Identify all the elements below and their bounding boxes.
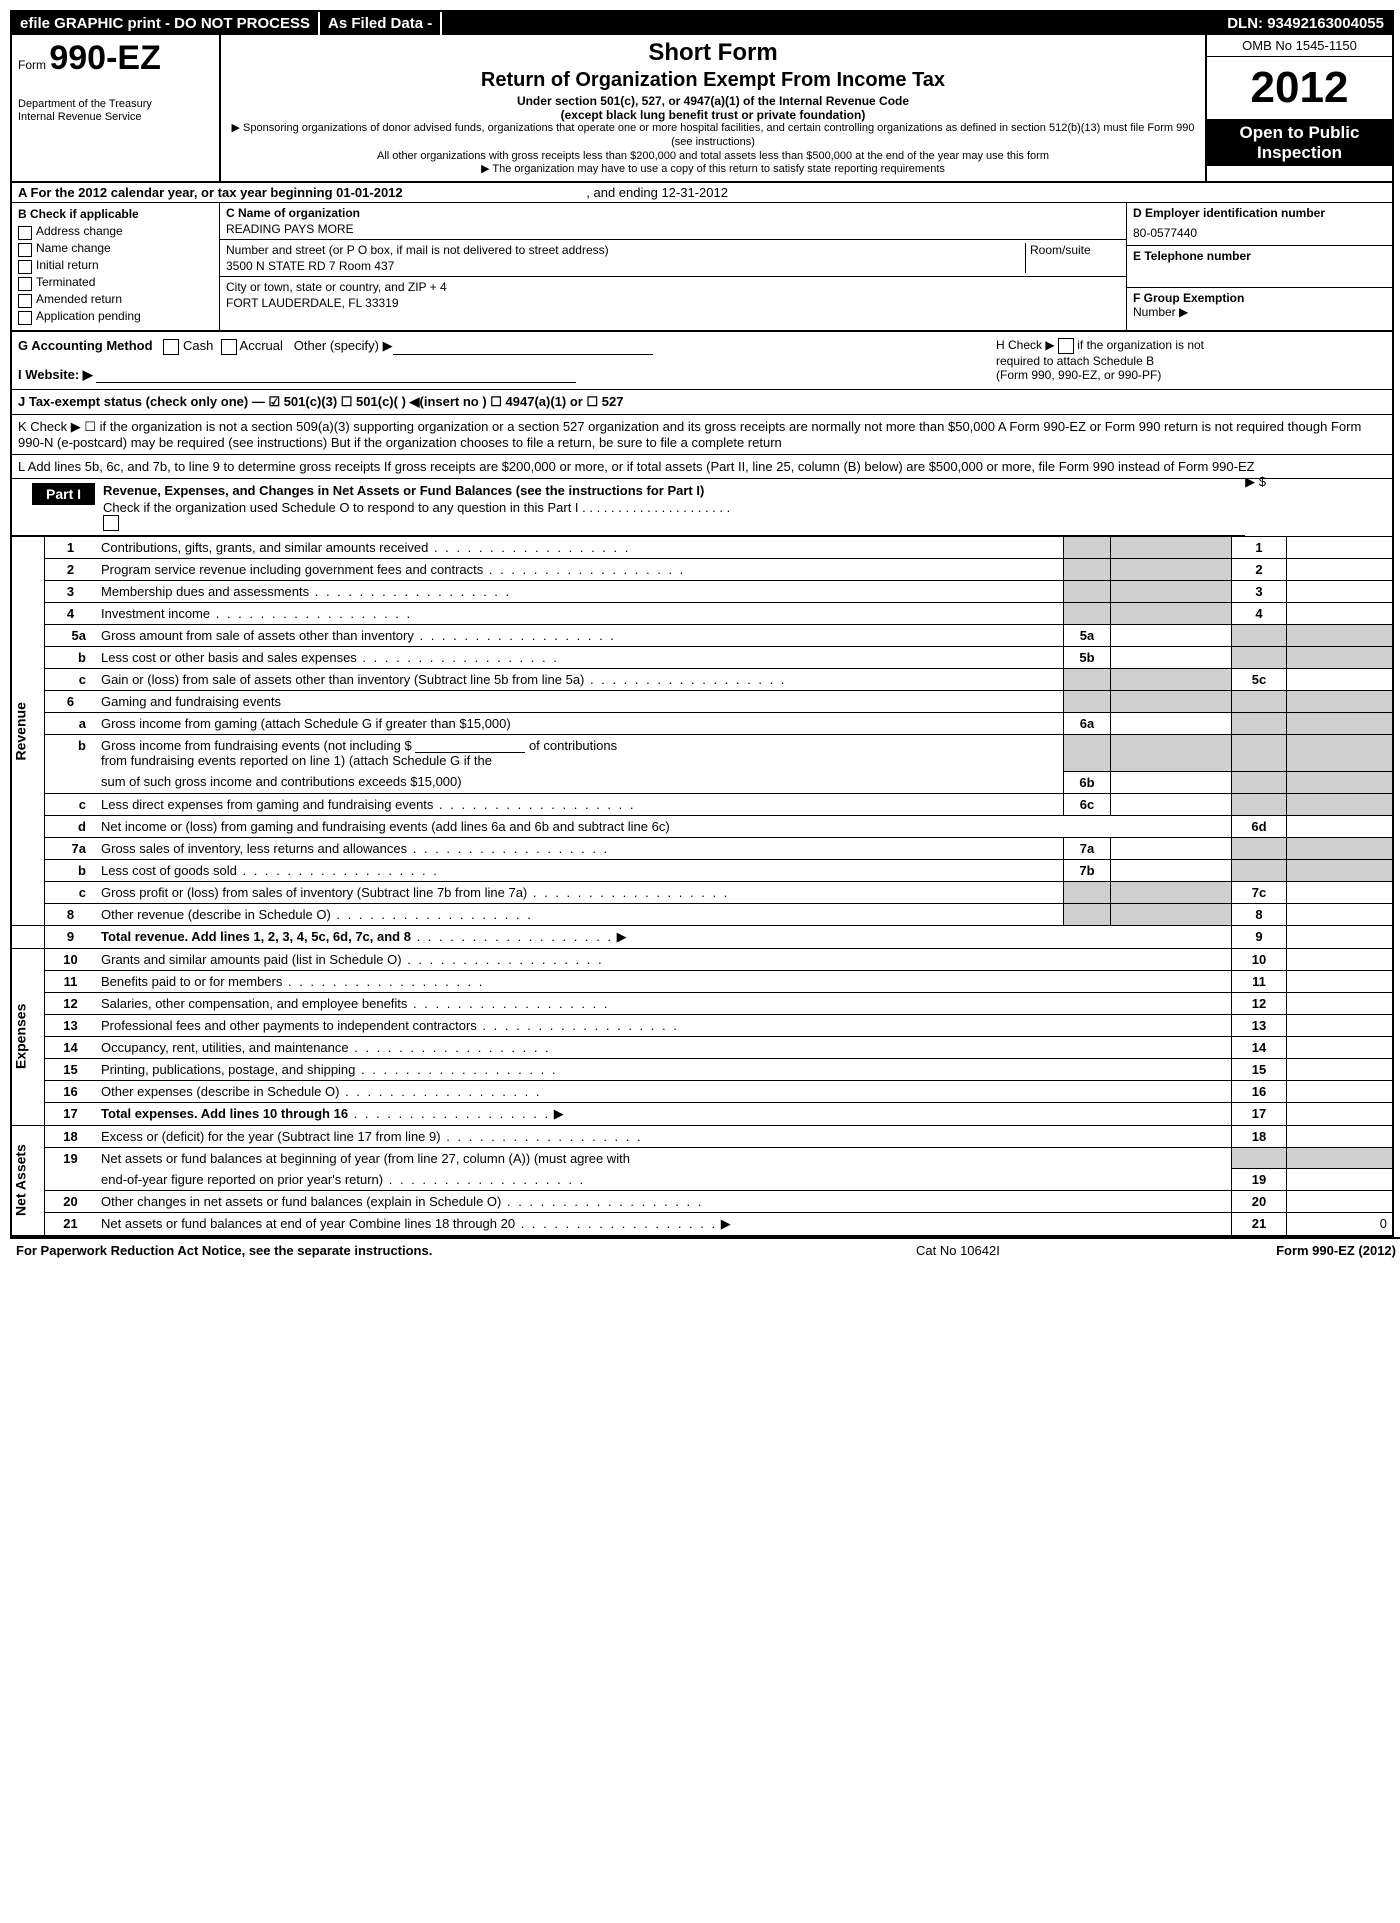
form-header: Form 990-EZ Department of the Treasury I… [12,35,1392,183]
efile-notice: efile GRAPHIC print - DO NOT PROCESS [12,12,320,35]
form-number: 990-EZ [49,39,161,77]
copy-note: ▶ The organization may have to use a cop… [231,163,1195,177]
dept-irs: Internal Revenue Service [18,111,213,124]
paperwork-notice: For Paperwork Reduction Act Notice, see … [16,1243,916,1258]
part-i-tag: Part I [32,483,95,505]
check-schedule-o-part1[interactable] [103,515,119,531]
section-b-c-d: B Check if applicable Address change Nam… [12,203,1392,332]
short-form: Short Form [231,39,1195,67]
row-a-tax-year: A For the 2012 calendar year, or tax yea… [12,183,1392,203]
expenses-label: Expenses [12,948,45,1125]
col-d-e-f: D Employer identification number 80-0577… [1126,203,1392,330]
check-cash[interactable] [163,339,179,355]
org-name: READING PAYS MORE [226,222,1120,236]
all-other-note: All other organizations with gross recei… [231,150,1195,164]
tax-year: 2012 [1207,57,1392,119]
dln: DLN: 93492163004055 [1219,12,1392,35]
check-name-change[interactable] [18,243,32,257]
title: Return of Organization Exempt From Incom… [231,69,1195,92]
form-footer: For Paperwork Reduction Act Notice, see … [10,1237,1400,1262]
form-ref: Form 990-EZ (2012) [1196,1243,1396,1258]
col-c-org-info: C Name of organization READING PAYS MORE… [220,203,1126,330]
form-990ez: efile GRAPHIC print - DO NOT PROCESS As … [10,10,1394,1237]
under-section: Under section 501(c), 527, or 4947(a)(1)… [231,94,1195,108]
row-k: K Check ▶ ☐ if the organization is not a… [12,415,1392,455]
line21-amount: 0 [1287,1213,1393,1236]
lines-table: Revenue 1 Contributions, gifts, grants, … [12,536,1392,1235]
check-application-pending[interactable] [18,311,32,325]
except: (except black lung benefit trust or priv… [231,108,1195,122]
org-address: 3500 N STATE RD 7 Room 437 [226,259,1025,273]
netassets-label: Net Assets [12,1125,45,1235]
as-filed: As Filed Data - [320,12,442,35]
col-b-checkboxes: B Check if applicable Address change Nam… [12,203,220,330]
open-to-public: Open to Public Inspection [1207,119,1392,166]
part-i-header: Part I Revenue, Expenses, and Changes in… [12,479,1245,537]
row-j-tax-exempt: J Tax-exempt status (check only one) — ☑… [12,390,1392,415]
org-city: FORT LAUDERDALE, FL 33319 [226,296,1120,310]
omb-no: OMB No 1545-1150 [1207,35,1392,57]
check-accrual[interactable] [221,339,237,355]
check-initial-return[interactable] [18,260,32,274]
section-h: H Check ▶ if the organization is not req… [996,338,1386,383]
check-schedule-b[interactable] [1058,338,1074,354]
check-address-change[interactable] [18,226,32,240]
section-g-h-i: G Accounting Method Cash Accrual Other (… [12,332,1392,390]
top-bar: efile GRAPHIC print - DO NOT PROCESS As … [12,12,1392,35]
row-l: L Add lines 5b, 6c, and 7b, to line 9 to… [12,455,1392,479]
check-terminated[interactable] [18,277,32,291]
dept-treasury: Department of the Treasury [18,98,213,111]
revenue-label: Revenue [12,537,45,926]
cat-no: Cat No 10642I [916,1243,1196,1258]
check-amended[interactable] [18,294,32,308]
header-left: Form 990-EZ Department of the Treasury I… [12,35,221,181]
sponsor-note: ▶ Sponsoring organizations of donor advi… [231,122,1195,150]
form-prefix: Form [18,58,46,72]
ein: 80-0577440 [1133,226,1386,240]
header-center: Short Form Return of Organization Exempt… [221,35,1205,181]
header-right: OMB No 1545-1150 2012 Open to Public Ins… [1205,35,1392,181]
